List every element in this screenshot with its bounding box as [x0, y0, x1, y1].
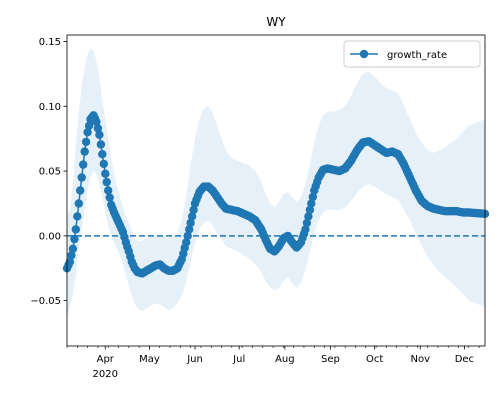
data-point — [74, 199, 84, 208]
data-point — [67, 251, 76, 260]
y-tick-label: 0.05 — [39, 167, 61, 178]
y-tick-label: 0.00 — [39, 231, 61, 242]
data-point — [84, 121, 94, 130]
legend: growth_rate — [343, 40, 481, 68]
data-point — [73, 212, 82, 221]
data-point — [307, 199, 316, 208]
x-tick-label: Jun — [186, 354, 203, 365]
x-tick-label: Aug — [275, 354, 295, 365]
data-point — [71, 225, 81, 234]
data-point — [104, 186, 113, 195]
axes-frame — [66, 34, 486, 347]
x-tick-label: Sep — [321, 354, 340, 365]
x-tick-label: Jul — [232, 354, 245, 365]
data-point — [76, 186, 85, 195]
data-point — [77, 173, 86, 182]
data-point — [65, 257, 75, 266]
data-point — [92, 117, 101, 127]
chart-title: WY — [266, 15, 286, 29]
year-label: 2020 — [93, 369, 118, 380]
data-point — [105, 193, 114, 202]
data-point — [68, 244, 78, 253]
x-tick-label: Dec — [455, 354, 474, 365]
data-point — [96, 140, 106, 149]
data-point — [189, 205, 198, 215]
data-point — [79, 160, 88, 169]
data-point — [101, 169, 110, 178]
data-point — [93, 124, 103, 133]
data-point — [186, 218, 195, 228]
data-point — [99, 159, 109, 169]
plot-area — [62, 48, 490, 321]
data-point — [183, 231, 192, 241]
data-point — [95, 130, 104, 139]
y-tick-label: 0.15 — [39, 37, 61, 48]
legend-box — [343, 40, 481, 68]
data-point — [308, 192, 317, 202]
x-tick-label: Nov — [410, 354, 430, 365]
data-point — [102, 177, 111, 187]
data-point — [83, 128, 92, 137]
data-point — [301, 225, 310, 234]
data-point — [302, 218, 312, 228]
legend-label-growth-rate: growth_rate — [387, 50, 447, 61]
y-axis: −0.05 0.00 0.05 0.10 0.15 — [30, 37, 67, 307]
y-tick-label: 0.10 — [39, 102, 61, 113]
data-point — [81, 137, 91, 147]
y-tick-label: −0.05 — [30, 296, 61, 307]
confidence-band — [67, 48, 485, 321]
data-point — [304, 212, 313, 221]
x-axis: Apr May Jun Jul Aug Sep Oct Nov Dec — [66, 346, 480, 365]
data-point — [80, 147, 89, 156]
data-point — [70, 234, 79, 244]
data-point — [305, 205, 315, 215]
data-point — [182, 238, 191, 247]
data-point — [185, 225, 194, 234]
data-point — [187, 212, 197, 221]
growth-rate-markers — [62, 111, 490, 278]
x-tick-label: Apr — [97, 354, 115, 365]
x-tick-label: May — [139, 354, 160, 365]
x-tick-label: Oct — [366, 354, 383, 365]
data-point — [98, 150, 107, 159]
legend-marker-sample — [359, 49, 369, 59]
